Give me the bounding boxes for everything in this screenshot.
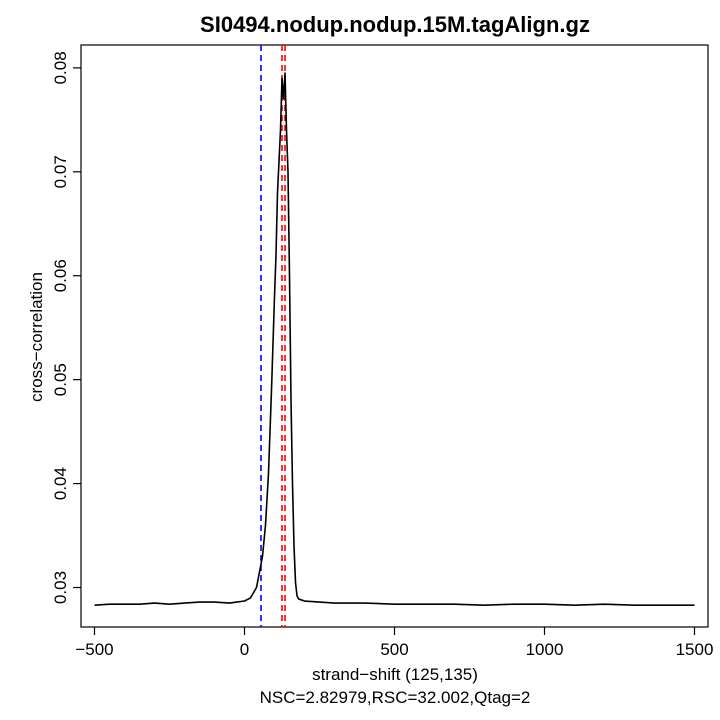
y-tick-label: 0.03 (51, 571, 70, 604)
x-tick-label: 500 (380, 640, 408, 659)
x-tick-label: 0 (240, 640, 249, 659)
x-tick-label: −500 (75, 640, 113, 659)
y-axis-label: cross−correlation (27, 272, 46, 402)
plot-frame (80, 44, 709, 628)
reference-lines (260, 45, 286, 627)
chart-subtitle: NSC=2.82979,RSC=32.002,Qtag=2 (260, 688, 531, 707)
y-tick-label: 0.07 (51, 155, 70, 188)
series-group (94, 72, 695, 606)
y-tick-label: 0.04 (51, 467, 70, 500)
x-axis-label: strand−shift (125,135) (312, 665, 478, 684)
y-tick-label: 0.05 (51, 363, 70, 396)
y-axis: 0.03 0.04 0.05 0.06 0.07 0.08 (51, 51, 81, 604)
x-axis: −500 0 500 1000 1500 (75, 627, 713, 659)
y-tick-label: 0.06 (51, 259, 70, 292)
y-tick-label: 0.08 (51, 51, 70, 84)
chart-title: SI0494.nodup.nodup.15M.tagAlign.gz (200, 12, 590, 37)
x-tick-label: 1500 (676, 640, 714, 659)
cross-correlation-line (94, 72, 695, 606)
x-tick-label: 1000 (526, 640, 564, 659)
